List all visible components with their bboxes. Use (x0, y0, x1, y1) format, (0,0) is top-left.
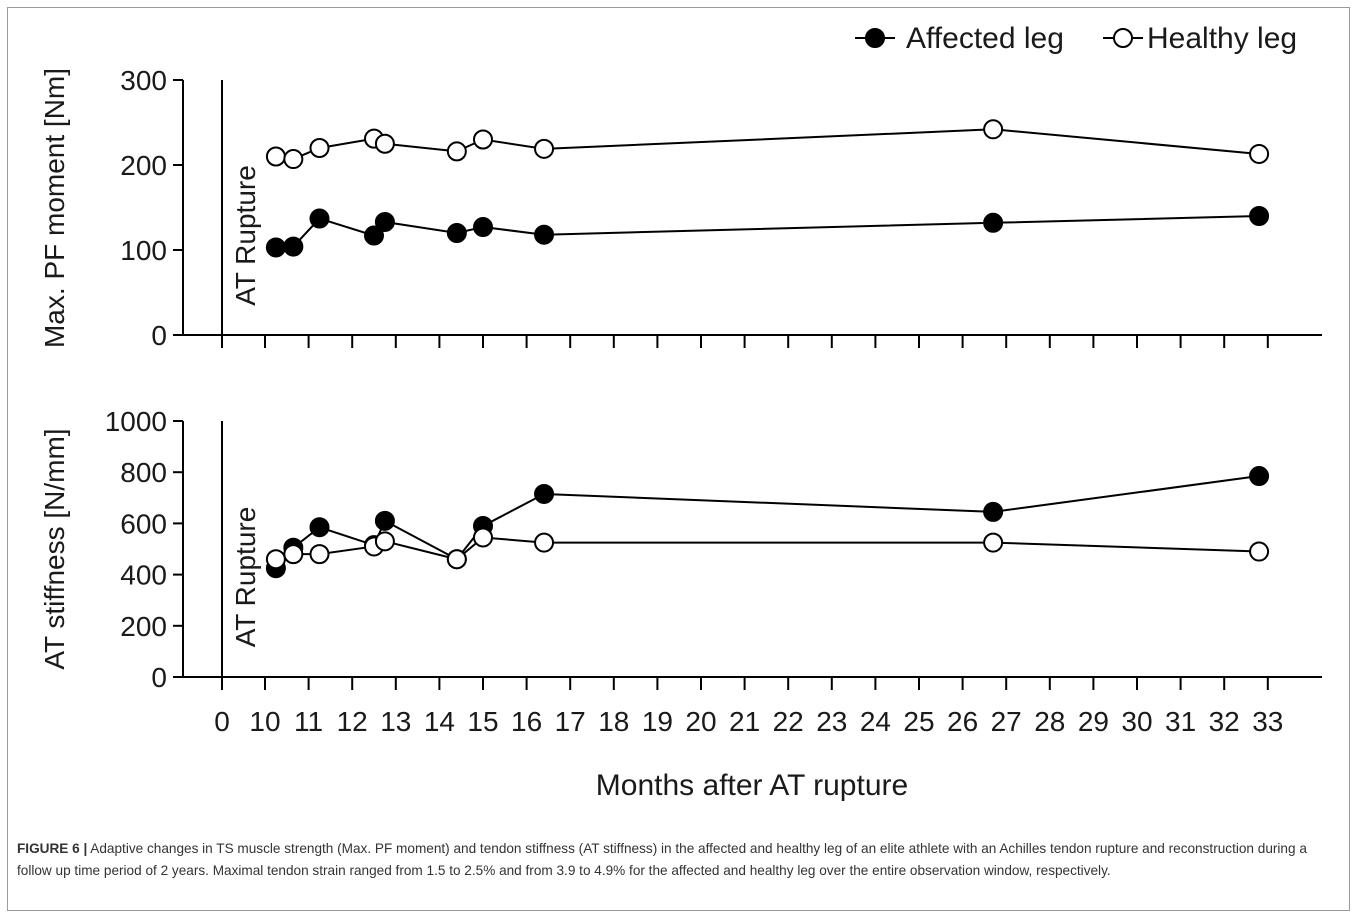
series-affected-point (446, 223, 467, 243)
series-healthy-point (1249, 143, 1270, 164)
x-tick-label: 30 (1121, 706, 1152, 737)
y-tick-label: 400 (120, 560, 167, 591)
x-tick-label: 15 (467, 706, 498, 737)
series-affected-point (1249, 206, 1270, 226)
series-affected-point (534, 224, 555, 245)
series-affected-point (283, 236, 304, 257)
x-tick-label: 13 (380, 706, 411, 737)
legend: Affected leg Healthy leg (855, 22, 1297, 55)
x-tick-label: 28 (1034, 706, 1065, 737)
series-healthy-point (374, 531, 395, 552)
x-tick-label: 11 (294, 706, 323, 737)
caption-label: FIGURE 6 | (17, 841, 88, 856)
x-tick-label: 23 (816, 706, 847, 737)
y-tick-label: 1000 (105, 406, 167, 437)
x-tick-label: 26 (947, 706, 978, 737)
x-tick-label: 29 (1078, 706, 1109, 737)
series-healthy-line (275, 128, 1260, 161)
y-tick-label: 800 (120, 457, 167, 488)
y-axis-label: AT stiffness [N/mm] (39, 428, 70, 669)
plot-at-stiffness: 0 200 400 600 800 1000 0 10 11 12 13 14 15 16 17 18 19 20… (39, 406, 1322, 737)
series-healthy-point (265, 549, 286, 570)
series-healthy-point (309, 138, 330, 158)
series-affected-line (275, 215, 1260, 249)
y-tick-label: 200 (120, 150, 167, 181)
y-tick-label: 600 (120, 508, 167, 539)
series-affected-point (309, 517, 330, 538)
x-tick-label: 18 (598, 706, 629, 737)
series-healthy-point (446, 549, 467, 570)
x-tick-label: 24 (860, 706, 891, 737)
series-affected-point (1249, 466, 1270, 487)
x-tick-label: 20 (685, 706, 716, 737)
series-affected-line (275, 475, 1260, 569)
series-healthy-point (534, 532, 555, 553)
figure-caption: FIGURE 6 | Adaptive changes in TS muscle… (17, 838, 1339, 882)
series-healthy-point (473, 129, 493, 150)
x-tick-label: 14 (424, 706, 455, 737)
series-affected-point (473, 217, 493, 238)
series-affected-point (265, 237, 286, 258)
figure-frame (7, 7, 1350, 911)
x-tick-label: 32 (1209, 706, 1240, 737)
series-healthy-point (983, 532, 1004, 553)
rupture-annotation: AT Rupture (230, 507, 261, 648)
x-tick-label: 0 (214, 706, 230, 737)
series-healthy-point (309, 544, 330, 565)
series-affected-point (983, 501, 1004, 522)
x-tick-label: 17 (555, 706, 586, 737)
series-healthy-line (275, 536, 1260, 561)
series-healthy-point (534, 138, 555, 159)
legend-healthy-marker (1113, 28, 1133, 48)
series-healthy-point (283, 544, 304, 565)
x-axis-label: Months after AT rupture (596, 769, 908, 802)
series-healthy-point (446, 141, 467, 162)
series-affected-point (374, 510, 395, 531)
series-affected-point (364, 225, 384, 246)
series-healthy-point (283, 149, 304, 170)
rupture-annotation: AT Rupture (230, 165, 261, 306)
y-tick-label: 200 (120, 611, 167, 642)
series-affected-point (374, 211, 395, 232)
series-affected-point (309, 208, 330, 229)
series-healthy-point (265, 146, 286, 167)
series-healthy-point (374, 133, 395, 154)
series-affected-point (983, 212, 1004, 233)
series-healthy-point (1249, 541, 1270, 562)
x-tick-label: 27 (991, 706, 1022, 737)
y-tick-label: 300 (120, 65, 167, 96)
x-tick-label: 12 (337, 706, 368, 737)
x-tick-label: 19 (642, 706, 673, 737)
y-tick-label: 0 (151, 662, 167, 693)
x-tick-label: 33 (1252, 706, 1283, 737)
y-tick-label: 100 (120, 235, 167, 266)
plot-max-pf-moment: 0 100 200 300 Max. PF moment [Nm] AT Rupture (39, 65, 1322, 351)
figure-chart: Affected leg Healthy leg 0100200300Max. … (39, 22, 1322, 802)
legend-healthy-label: Healthy leg (1147, 22, 1297, 55)
caption-text: Adaptive changes in TS muscle strength (… (17, 841, 1307, 878)
x-tick-label: 25 (903, 706, 934, 737)
x-tick-label: 21 (729, 706, 760, 737)
series-affected-point (534, 483, 555, 504)
series-healthy-point (473, 527, 493, 548)
legend-affected-marker (865, 28, 885, 48)
x-tick-label: 10 (249, 706, 280, 737)
x-tick-label: 31 (1165, 706, 1196, 737)
legend-affected-label: Affected leg (906, 22, 1064, 55)
x-tick-label: 16 (511, 706, 542, 737)
y-tick-label: 0 (151, 320, 167, 351)
series-healthy-point (983, 119, 1004, 140)
x-tick-label: 22 (773, 706, 804, 737)
y-axis-label: Max. PF moment [Nm] (39, 68, 70, 348)
